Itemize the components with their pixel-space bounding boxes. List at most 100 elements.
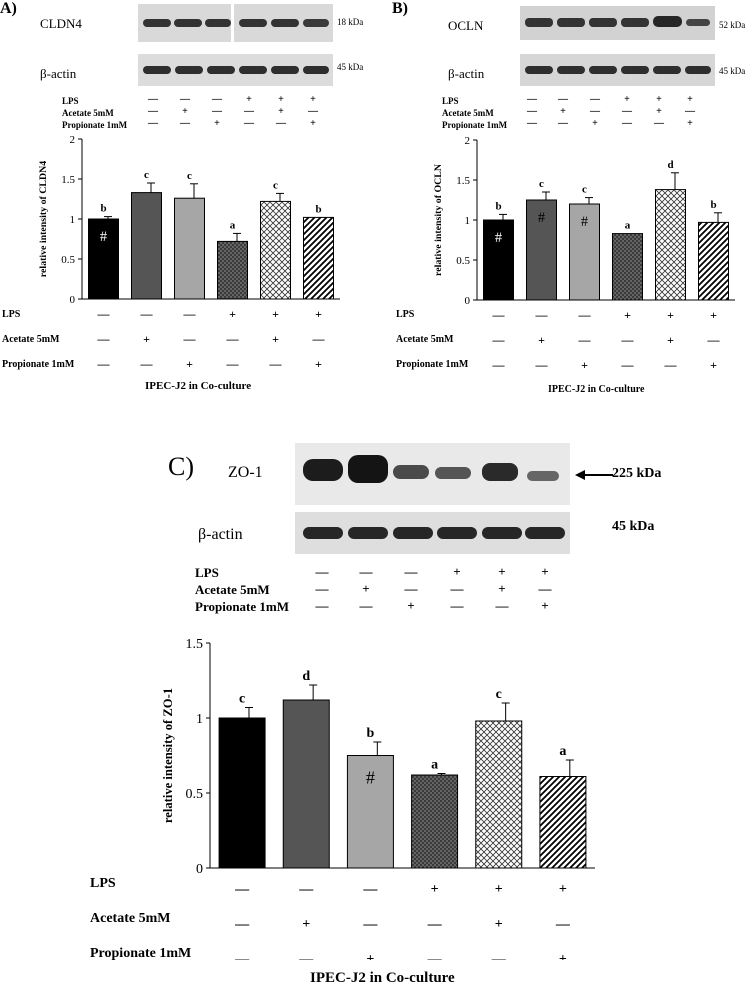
treatment-sign: — bbox=[492, 358, 506, 372]
treatment-sign: + bbox=[538, 333, 545, 347]
significance-letter: c bbox=[496, 687, 502, 702]
bar bbox=[698, 221, 729, 301]
y-tick-label: 2 bbox=[465, 135, 471, 147]
blot-sign: — bbox=[359, 598, 374, 613]
significance-letter: b bbox=[315, 203, 321, 215]
y-axis-label: relative intensity of OCLN bbox=[433, 164, 444, 276]
treatment-sign: — bbox=[140, 307, 154, 321]
blot-label: β-actin bbox=[448, 66, 485, 81]
bar bbox=[526, 199, 557, 301]
bar bbox=[174, 197, 205, 300]
blot-sign: — bbox=[538, 581, 553, 596]
treatment-sign: + bbox=[667, 308, 674, 322]
y-tick-label: 1 bbox=[70, 214, 76, 226]
blot-sign: + bbox=[541, 598, 548, 613]
treatment-sign: — bbox=[234, 952, 250, 960]
treatment-sign: — bbox=[555, 917, 571, 932]
significance-letter: a bbox=[230, 219, 236, 231]
treatment-label: Acetate 5mM bbox=[2, 334, 60, 345]
treatment-label: Acetate 5mM bbox=[90, 911, 171, 926]
blot-sign: — bbox=[275, 118, 287, 129]
y-tick-label: 1.5 bbox=[456, 175, 470, 187]
significance-letter: c bbox=[144, 169, 149, 181]
blot-treatment-label: LPS bbox=[442, 96, 459, 106]
blot-label: ZO-1 bbox=[228, 464, 263, 481]
significance-letter: c bbox=[187, 170, 192, 182]
y-tick-label: 0 bbox=[70, 294, 76, 306]
significance-letter: b bbox=[495, 200, 501, 212]
treatment-sign: + bbox=[710, 358, 717, 372]
blot-sign: — bbox=[450, 581, 465, 596]
blot-treatment-signs-b: — — — + + +— + — — + —— — + — — + bbox=[526, 94, 696, 129]
y-tick-label: 0.5 bbox=[456, 255, 470, 267]
blot-sign: — bbox=[211, 94, 223, 105]
treatment-label: LPS bbox=[2, 309, 21, 320]
bar bbox=[260, 200, 291, 300]
bar bbox=[131, 192, 162, 300]
blot-sign: — bbox=[404, 581, 419, 596]
treatment-sign: — bbox=[621, 358, 635, 372]
significance-letter: c bbox=[539, 178, 544, 190]
blot-treatment-label: Propionate 1mM bbox=[195, 599, 289, 614]
y-axis-label: relative intensity of CLDN4 bbox=[38, 161, 49, 277]
treatment-sign: + bbox=[366, 952, 374, 960]
significance-letter: d bbox=[667, 159, 673, 171]
blot-sign: — bbox=[147, 106, 159, 117]
blot-sign: — bbox=[621, 106, 633, 117]
bar bbox=[475, 720, 523, 869]
blot-treatment-label: Acetate 5mM bbox=[442, 108, 494, 118]
blot-sign: — bbox=[653, 118, 665, 129]
treatment-sign: + bbox=[710, 308, 717, 322]
treatment-sign: + bbox=[495, 882, 503, 897]
treatment-sign: — bbox=[97, 332, 111, 346]
blot-sign: — bbox=[621, 118, 633, 129]
treatment-sign: — bbox=[707, 333, 721, 347]
hash-marker: # bbox=[100, 229, 107, 245]
treatment-sign: — bbox=[183, 307, 197, 321]
hash-marker: # bbox=[366, 768, 375, 788]
treatment-sign: + bbox=[272, 307, 279, 321]
significance-letter: c bbox=[239, 692, 245, 707]
bar bbox=[411, 774, 459, 869]
zo1-blot bbox=[295, 443, 570, 505]
bar bbox=[346, 755, 394, 869]
treatment-sign: — bbox=[535, 358, 549, 372]
significance-letter: c bbox=[273, 179, 278, 191]
blot-sign: + bbox=[246, 94, 252, 105]
treatment-sign: + bbox=[143, 332, 150, 346]
blot-sign: + bbox=[687, 94, 693, 105]
y-axis-label: relative intensity of ZO-1 bbox=[161, 688, 175, 823]
arrow-left-icon bbox=[575, 470, 613, 480]
blot-sign: — bbox=[315, 581, 330, 596]
y-tick-label: 1 bbox=[465, 215, 471, 227]
x-axis-label: IPEC-J2 in Co-culture bbox=[145, 380, 252, 392]
x-axis-label: IPEC-J2 in Co-culture bbox=[310, 970, 455, 986]
bar bbox=[539, 776, 587, 869]
blot-sign: — bbox=[526, 118, 538, 129]
blot-sign: + bbox=[592, 118, 598, 129]
y-tick-label: 0.5 bbox=[61, 254, 75, 266]
significance-letter: c bbox=[582, 184, 587, 196]
ocln-blot bbox=[520, 6, 715, 40]
y-tick-label: 2 bbox=[70, 134, 76, 146]
blot-treatment-label: Acetate 5mM bbox=[62, 108, 114, 118]
blot-sign: — bbox=[179, 94, 191, 105]
treatment-sign: + bbox=[431, 882, 439, 897]
y-tick-label: 1 bbox=[196, 712, 203, 727]
bar bbox=[217, 240, 248, 300]
bar-chart-ocln: 0 0.5 1 1.5 2 relative intensity of OCLN b # c # c… bbox=[433, 135, 735, 372]
kda-label: 45 kDa bbox=[337, 62, 364, 72]
blot-sign: + bbox=[453, 564, 460, 579]
treatment-sign: + bbox=[559, 882, 567, 897]
blot-sign: — bbox=[557, 94, 569, 105]
treatment-sign: + bbox=[186, 357, 193, 371]
bar bbox=[282, 699, 330, 869]
blot-sign: — bbox=[147, 94, 159, 105]
blot-label: β-actin bbox=[198, 526, 243, 543]
treatment-sign: — bbox=[298, 882, 314, 897]
actin-blot-b bbox=[520, 54, 715, 86]
kda-label: 225 kDa bbox=[612, 466, 662, 481]
blot-sign: + bbox=[560, 106, 566, 117]
blot-sign: + bbox=[182, 106, 188, 117]
treatment-sign: — bbox=[140, 357, 154, 371]
